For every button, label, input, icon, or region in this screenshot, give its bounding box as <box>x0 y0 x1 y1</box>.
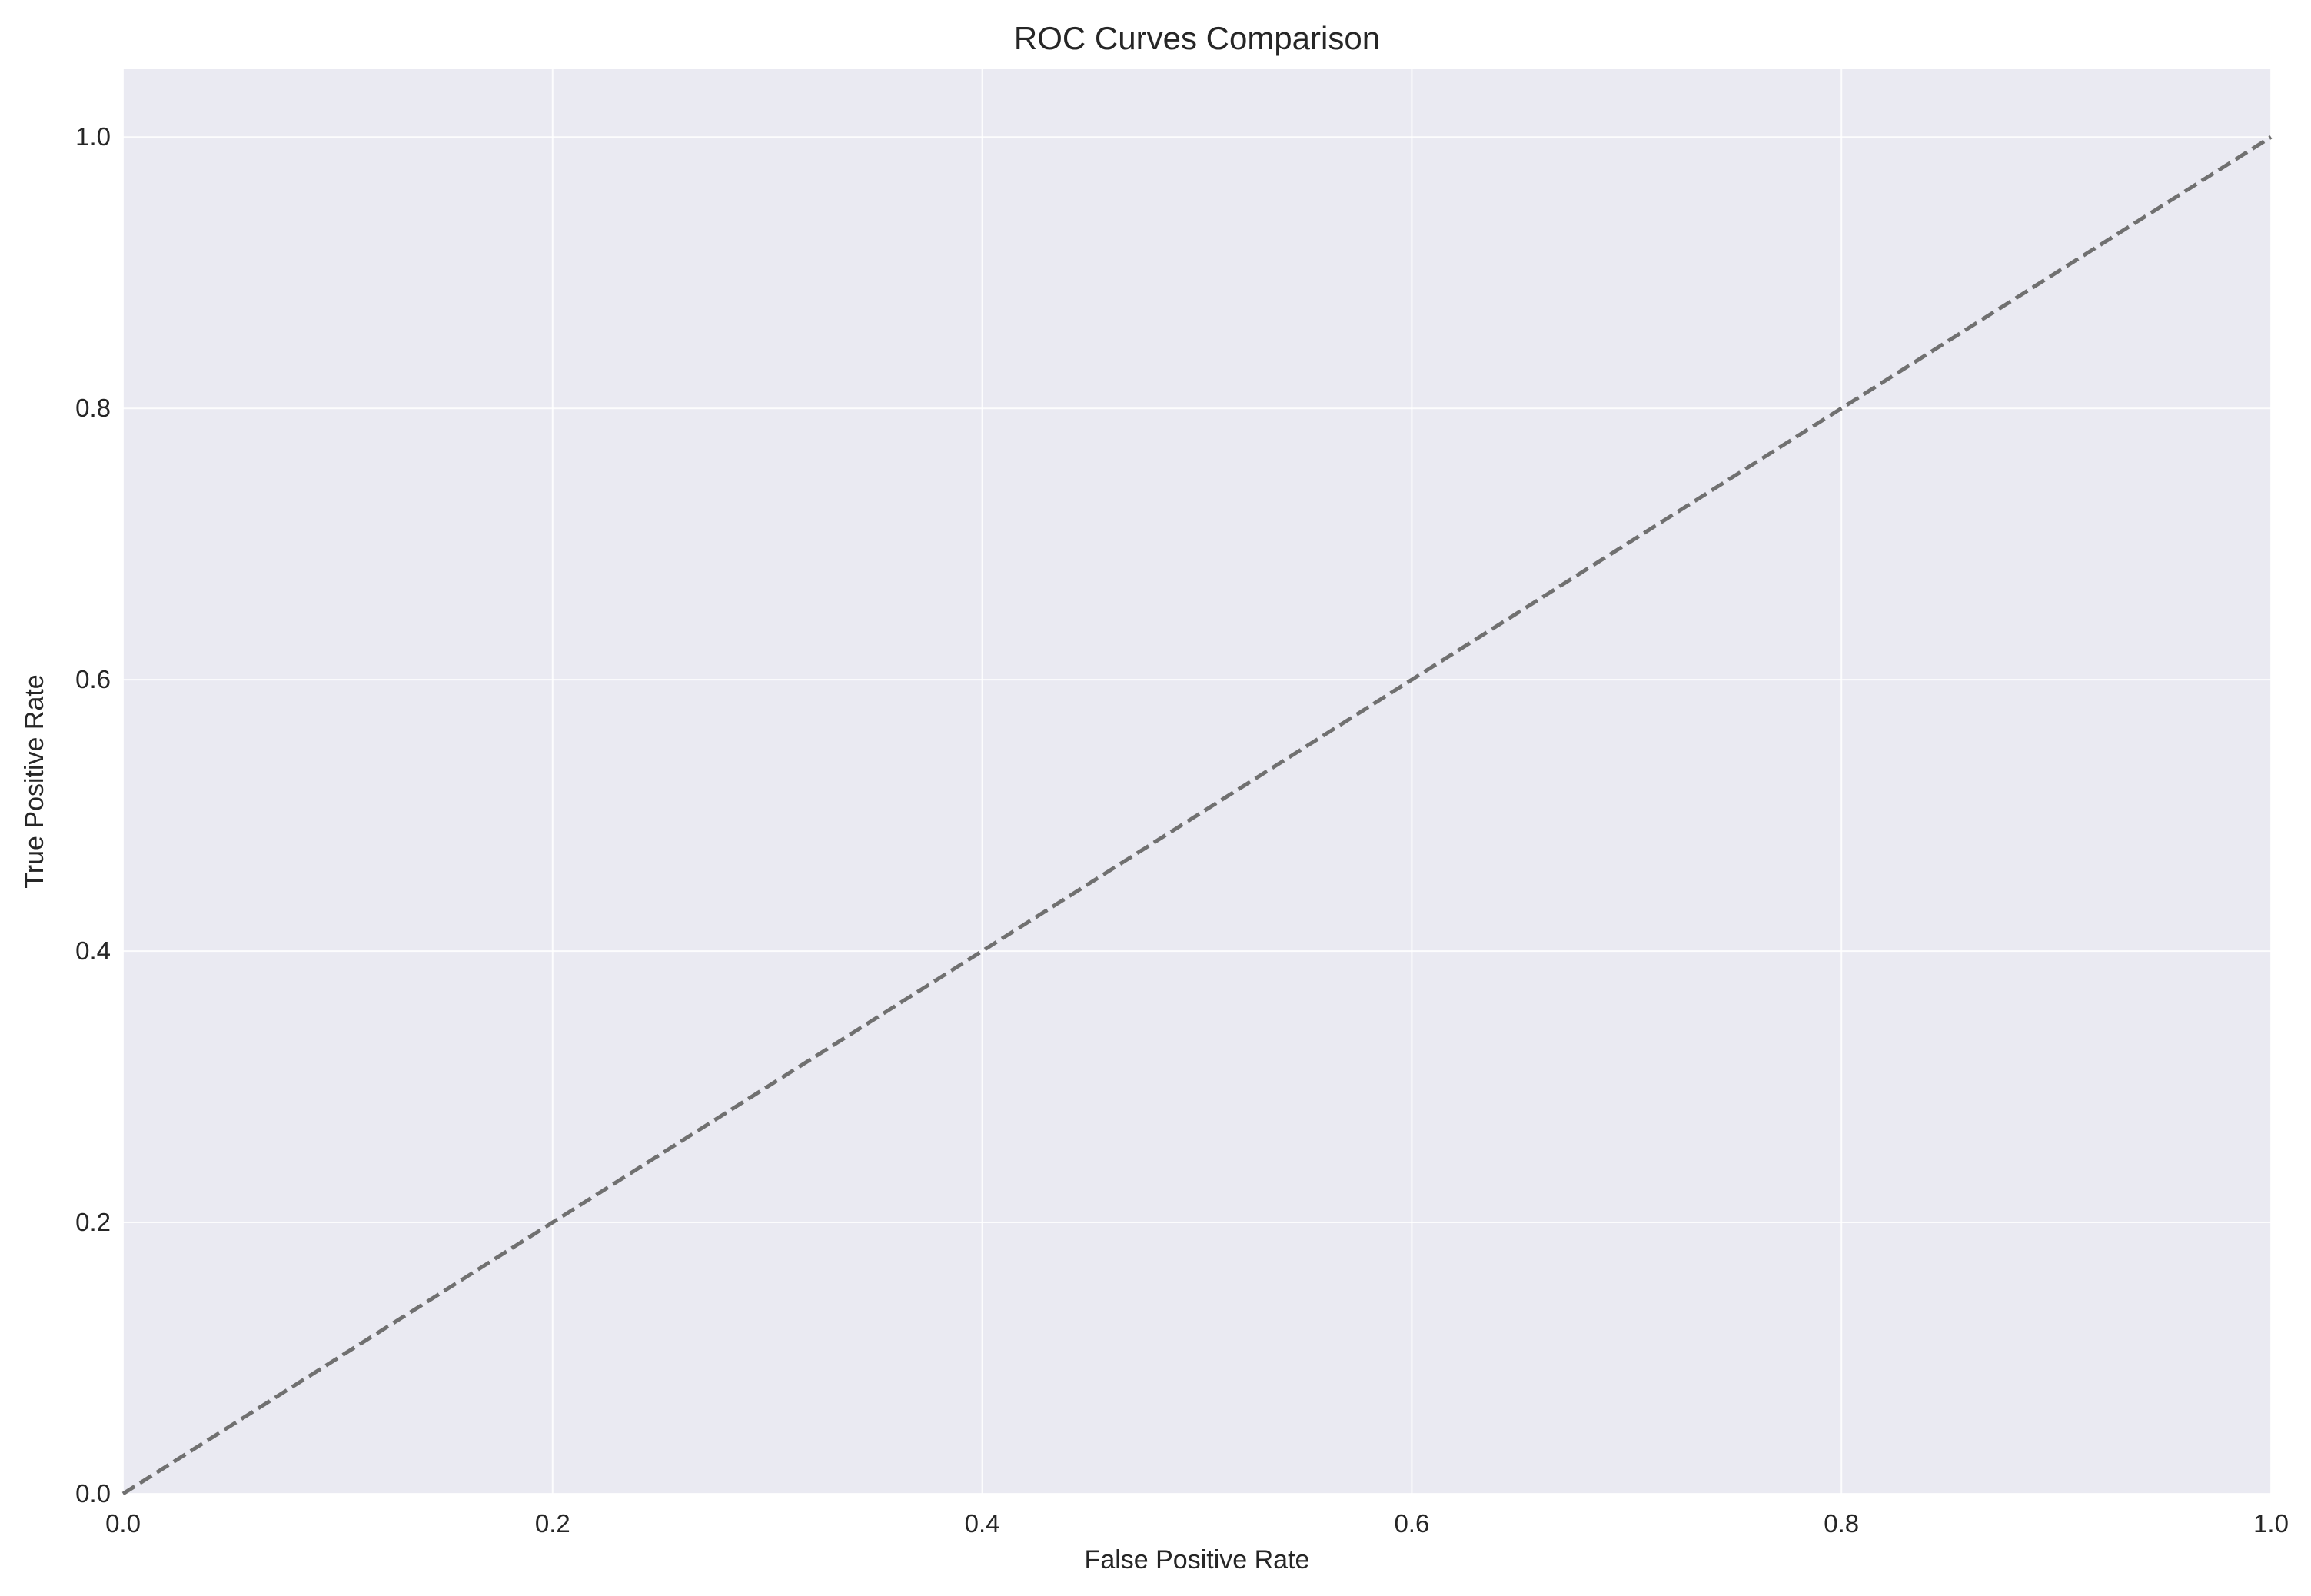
grid-lines <box>122 69 2272 1495</box>
x-tick-label: 0.4 <box>965 1509 1000 1538</box>
x-tick-label: 0.0 <box>105 1509 141 1538</box>
y-axis-ticks: 0.0 0.2 0.4 0.6 0.8 1.0 <box>75 122 111 1508</box>
y-tick-label: 0.2 <box>75 1208 111 1236</box>
x-axis-ticks: 0.0 0.2 0.4 0.6 0.8 1.0 <box>105 1509 2289 1538</box>
y-tick-label: 0.8 <box>75 394 111 422</box>
x-tick-label: 0.8 <box>1824 1509 1859 1538</box>
x-axis-label: False Positive Rate <box>1085 1545 1310 1574</box>
y-tick-label: 0.6 <box>75 665 111 693</box>
x-tick-label: 1.0 <box>2253 1509 2289 1538</box>
chart-title: ROC Curves Comparison <box>1014 20 1380 56</box>
plot-area <box>123 69 2271 1494</box>
y-tick-label: 1.0 <box>75 122 111 151</box>
y-tick-label: 0.4 <box>75 936 111 965</box>
y-tick-label: 0.0 <box>75 1479 111 1508</box>
series-layer <box>121 135 2273 1496</box>
x-tick-label: 0.2 <box>535 1509 570 1538</box>
series-line-0 <box>121 135 2273 1496</box>
x-tick-label: 0.6 <box>1394 1509 1429 1538</box>
y-axis-label: True Positive Rate <box>20 674 49 888</box>
